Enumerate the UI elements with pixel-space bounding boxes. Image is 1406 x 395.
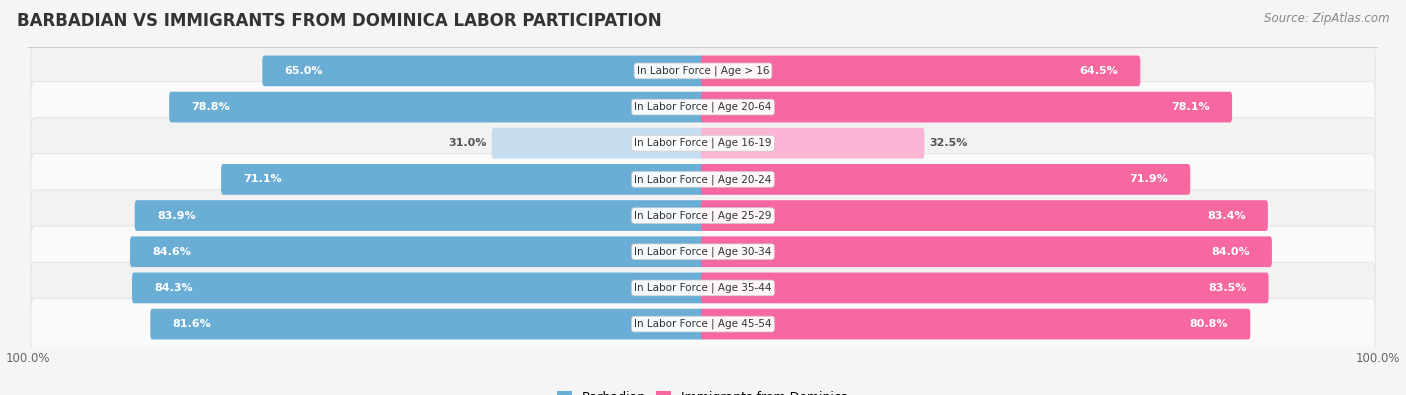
Text: 83.4%: 83.4% [1206, 211, 1246, 220]
Text: 71.1%: 71.1% [243, 175, 283, 184]
FancyBboxPatch shape [702, 164, 1191, 195]
FancyBboxPatch shape [31, 45, 1375, 97]
Text: BARBADIAN VS IMMIGRANTS FROM DOMINICA LABOR PARTICIPATION: BARBADIAN VS IMMIGRANTS FROM DOMINICA LA… [17, 12, 661, 30]
Text: 80.8%: 80.8% [1189, 319, 1227, 329]
Text: In Labor Force | Age 30-34: In Labor Force | Age 30-34 [634, 246, 772, 257]
Text: 71.9%: 71.9% [1129, 175, 1168, 184]
FancyBboxPatch shape [702, 56, 1140, 86]
Text: 83.9%: 83.9% [157, 211, 195, 220]
Text: In Labor Force | Age 45-54: In Labor Force | Age 45-54 [634, 319, 772, 329]
FancyBboxPatch shape [31, 190, 1375, 241]
Text: In Labor Force | Age > 16: In Labor Force | Age > 16 [637, 66, 769, 76]
Text: 64.5%: 64.5% [1080, 66, 1118, 76]
FancyBboxPatch shape [702, 200, 1268, 231]
FancyBboxPatch shape [263, 56, 704, 86]
Text: 84.0%: 84.0% [1211, 247, 1250, 257]
FancyBboxPatch shape [135, 200, 704, 231]
FancyBboxPatch shape [221, 164, 704, 195]
FancyBboxPatch shape [702, 92, 1232, 122]
FancyBboxPatch shape [129, 236, 704, 267]
Text: In Labor Force | Age 20-64: In Labor Force | Age 20-64 [634, 102, 772, 112]
Text: In Labor Force | Age 16-19: In Labor Force | Age 16-19 [634, 138, 772, 149]
FancyBboxPatch shape [132, 273, 704, 303]
Text: 83.5%: 83.5% [1208, 283, 1246, 293]
Text: 78.1%: 78.1% [1171, 102, 1209, 112]
Text: 81.6%: 81.6% [173, 319, 211, 329]
Legend: Barbadian, Immigrants from Dominica: Barbadian, Immigrants from Dominica [554, 387, 852, 395]
FancyBboxPatch shape [702, 236, 1272, 267]
FancyBboxPatch shape [702, 273, 1268, 303]
Text: In Labor Force | Age 25-29: In Labor Force | Age 25-29 [634, 210, 772, 221]
FancyBboxPatch shape [702, 309, 1250, 339]
FancyBboxPatch shape [169, 92, 704, 122]
Text: Source: ZipAtlas.com: Source: ZipAtlas.com [1264, 12, 1389, 25]
FancyBboxPatch shape [31, 81, 1375, 133]
FancyBboxPatch shape [31, 226, 1375, 277]
FancyBboxPatch shape [31, 154, 1375, 205]
FancyBboxPatch shape [492, 128, 704, 159]
Text: 65.0%: 65.0% [284, 66, 323, 76]
Text: 31.0%: 31.0% [449, 138, 486, 148]
FancyBboxPatch shape [31, 298, 1375, 350]
FancyBboxPatch shape [31, 118, 1375, 169]
Text: 32.5%: 32.5% [929, 138, 967, 148]
Text: In Labor Force | Age 35-44: In Labor Force | Age 35-44 [634, 283, 772, 293]
FancyBboxPatch shape [702, 128, 924, 159]
Text: In Labor Force | Age 20-24: In Labor Force | Age 20-24 [634, 174, 772, 185]
Text: 84.6%: 84.6% [152, 247, 191, 257]
Text: 78.8%: 78.8% [191, 102, 231, 112]
FancyBboxPatch shape [31, 262, 1375, 314]
FancyBboxPatch shape [150, 309, 704, 339]
Text: 84.3%: 84.3% [155, 283, 193, 293]
